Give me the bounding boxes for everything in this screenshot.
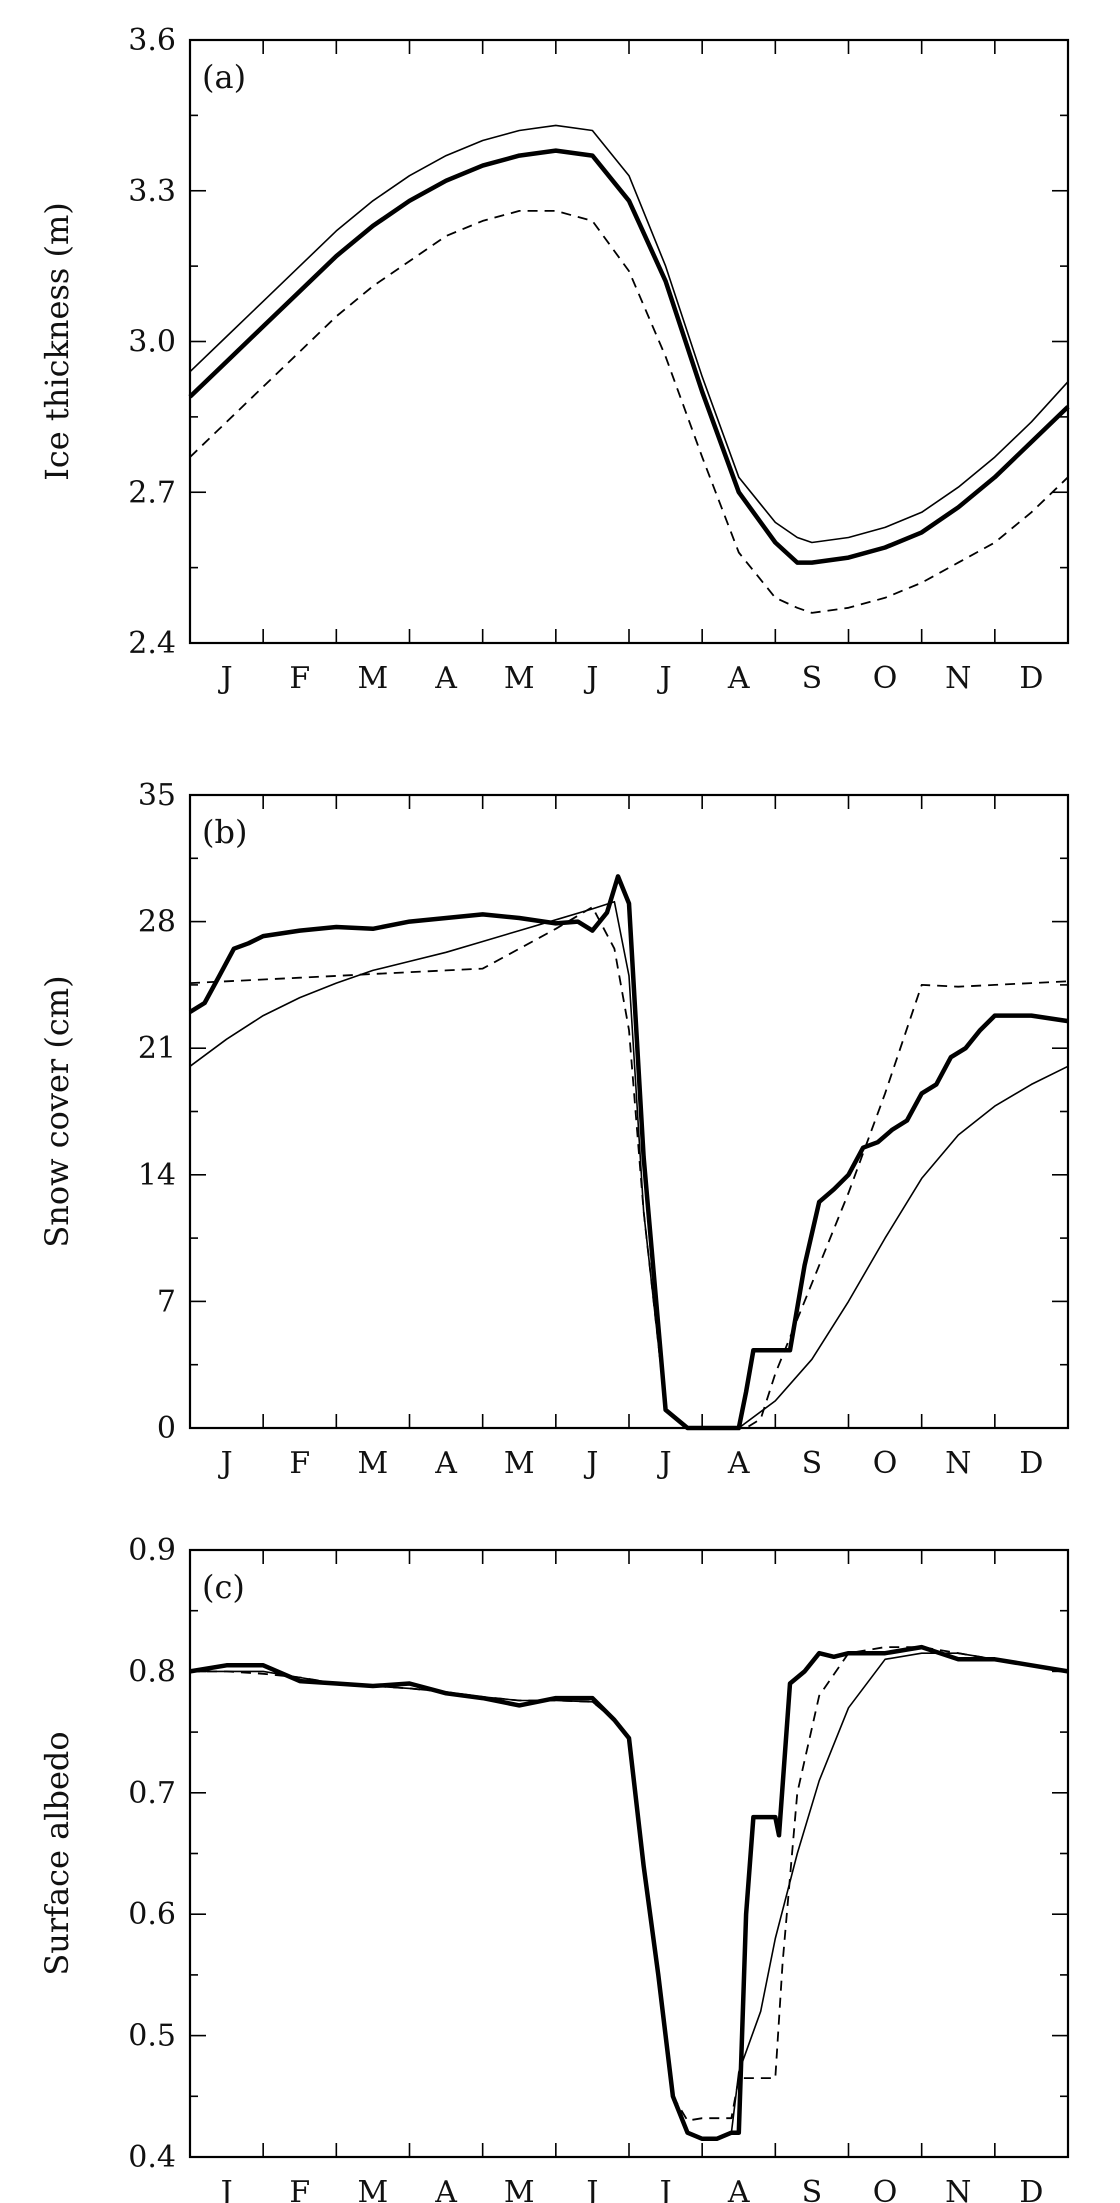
x-tick-label: J [583,661,598,696]
series-line-thin [189,900,1069,1429]
x-tick-label: O [873,1446,898,1481]
x-tick-label: F [289,661,310,696]
x-tick-label: D [1019,1446,1043,1481]
x-tick-label: M [358,1446,389,1481]
y-tick-label: 0 [157,1411,176,1446]
x-tick-label: D [1019,2175,1043,2203]
series-line-thin [190,1652,1069,2139]
y-tick-label: 0.9 [128,1533,176,1568]
series-line-thick [188,874,1069,1431]
x-tick-label: M [504,661,535,696]
panel-label: (c) [202,1568,245,1606]
y-tick-label: 0.7 [128,1776,176,1811]
y-tick-label: 28 [138,905,176,940]
y-tick-label: 3.3 [128,174,176,209]
x-tick-label: J [657,661,672,696]
y-axis-label: Snow cover (cm) [38,975,76,1247]
y-tick-label: 21 [138,1031,176,1066]
x-tick-label: J [583,2175,598,2203]
panel-label: (b) [202,813,247,851]
x-tick-label: A [434,661,457,696]
x-tick-label: J [218,661,233,696]
x-tick-label: J [657,2175,672,2203]
x-tick-label: F [289,2175,310,2203]
x-tick-label: N [945,1446,971,1481]
x-tick-label: A [434,1446,457,1481]
panel-a: J F M A M J J A S O N D 2.4 2.7 3.0 3.3 3.6 Ice thickness… [38,23,1070,696]
x-tick-label: M [504,1446,535,1481]
y-tick-label: 14 [138,1158,176,1193]
x-tick-label: A [727,1446,750,1481]
series-line-thin [189,124,1069,544]
series-line-dashed [189,906,1069,1429]
y-tick-label: 0.5 [128,2019,176,2054]
x-tick-label: M [504,2175,535,2203]
x-tick-label: F [289,1446,310,1481]
plot-frame [188,793,1070,1430]
series-line-dashed [190,1646,1069,2122]
x-tick-label: J [583,1446,598,1481]
x-tick-label: J [218,1446,233,1481]
y-tick-label: 2.4 [128,626,176,661]
x-tick-label: S [802,661,823,696]
x-tick-label: D [1019,661,1043,696]
x-tick-label: A [434,2175,457,2203]
y-axis-label: Ice thickness (m) [38,202,76,481]
x-tick-label: J [657,1446,672,1481]
x-tick-label: A [727,661,750,696]
y-tick-label: 0.6 [128,1897,176,1932]
y-tick-label: 35 [138,778,176,813]
x-tick-label: S [802,2175,823,2203]
x-tick-label: M [358,661,389,696]
series-line-dashed [189,210,1069,614]
y-tick-label: 7 [157,1284,176,1319]
y-tick-label: 3.0 [128,325,176,360]
series-line-thick [189,1644,1069,2142]
x-tick-label: O [873,661,898,696]
panel-b: J F M A M J J A S O N D 0 7 14 21 28 35 Snow cover (cm) (b) [38,778,1070,1481]
series-line-thick [188,148,1070,565]
x-tick-label: N [945,2175,971,2203]
x-tick-label: O [873,2175,898,2203]
x-tick-label: S [802,1446,823,1481]
panel-c: J F M A M J J A S O N D 0.4 0.5 0.6 0.7 0.8 0.9 Surface al… [38,1533,1070,2203]
x-tick-label: A [727,2175,750,2203]
plot-frame [188,1548,1070,2159]
y-axis-label: Surface albedo [38,1731,76,1975]
plot-frame [188,38,1070,645]
x-tick-label: M [358,2175,389,2203]
panel-label: (a) [202,58,246,96]
x-tick-label: J [218,2175,233,2203]
y-tick-label: 0.8 [128,1654,176,1689]
y-tick-label: 3.6 [128,23,176,58]
x-tick-label: N [945,661,971,696]
y-tick-label: 2.7 [128,475,176,510]
y-tick-label: 0.4 [128,2140,176,2175]
